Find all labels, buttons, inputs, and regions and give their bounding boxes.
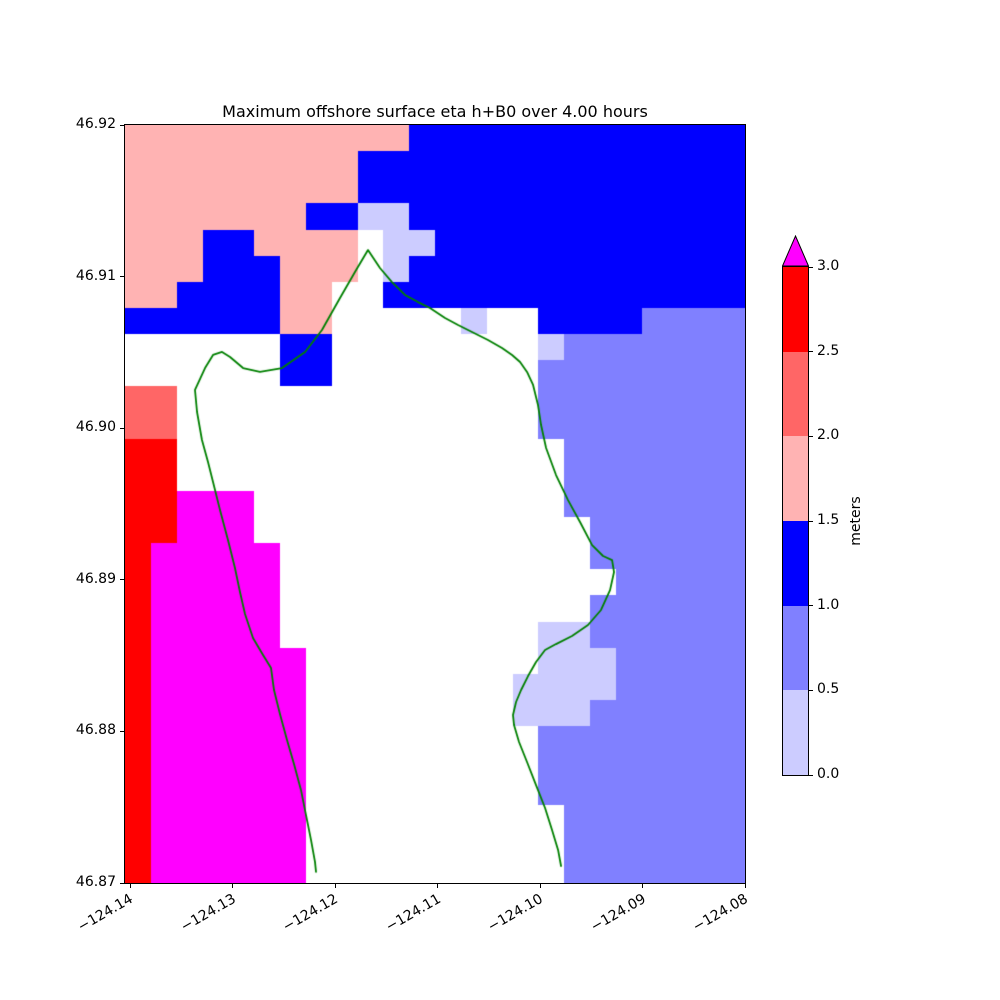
colorbar-tick-mark [809,351,813,353]
colorbar-segment [783,436,808,522]
y-tick-mark [120,427,124,429]
y-tick-mark [120,124,124,126]
colorbar-tick-mark [809,774,813,776]
colorbar-tick-label: 1.0 [817,596,840,613]
colorbar-tick-label: 0.5 [817,681,840,698]
colorbar-segment [783,351,808,437]
y-tick-mark [120,579,124,581]
colorbar-tick-mark [809,435,813,437]
y-tick-label: 46.89 [75,570,116,587]
x-tick-mark [232,884,234,888]
y-tick-label: 46.88 [75,722,116,739]
colorbar-segment [783,690,808,776]
colorbar-extend-arrow [782,235,809,267]
x-tick-mark [334,884,336,888]
x-tick-mark [744,884,746,888]
colorbar-label: meters [848,496,864,546]
colorbar-tick-label: 0.0 [817,766,840,782]
x-tick-mark [642,884,644,888]
colorbar-tick-mark [809,689,813,691]
y-tick-label: 46.91 [75,267,116,284]
y-tick-mark [120,730,124,732]
y-tick-label: 46.92 [75,116,116,132]
colorbar-body [782,266,809,776]
colorbar-segment [783,605,808,691]
y-tick-label: 46.87 [75,874,116,890]
y-tick-label: 46.90 [75,419,116,436]
y-tick-mark [120,882,124,884]
map-plot-area [124,124,746,884]
colorbar-tick-mark [809,520,813,522]
plot-title: Maximum offshore surface eta h+B0 over 4… [222,102,648,121]
colorbar-tick-label: 3.0 [817,258,840,274]
colorbar-tick-mark [809,605,813,607]
eta-heatmap [125,125,745,883]
colorbar-tick-mark [809,266,813,268]
colorbar-segment [783,267,808,352]
colorbar-tick-label: 2.5 [817,342,840,359]
colorbar-segment [783,521,808,606]
x-tick-mark [539,884,541,888]
y-tick-mark [120,276,124,278]
x-tick-mark [437,884,439,888]
colorbar-tick-label: 1.5 [817,512,840,528]
colorbar-tick-label: 2.0 [817,427,840,444]
x-tick-mark [129,884,131,888]
